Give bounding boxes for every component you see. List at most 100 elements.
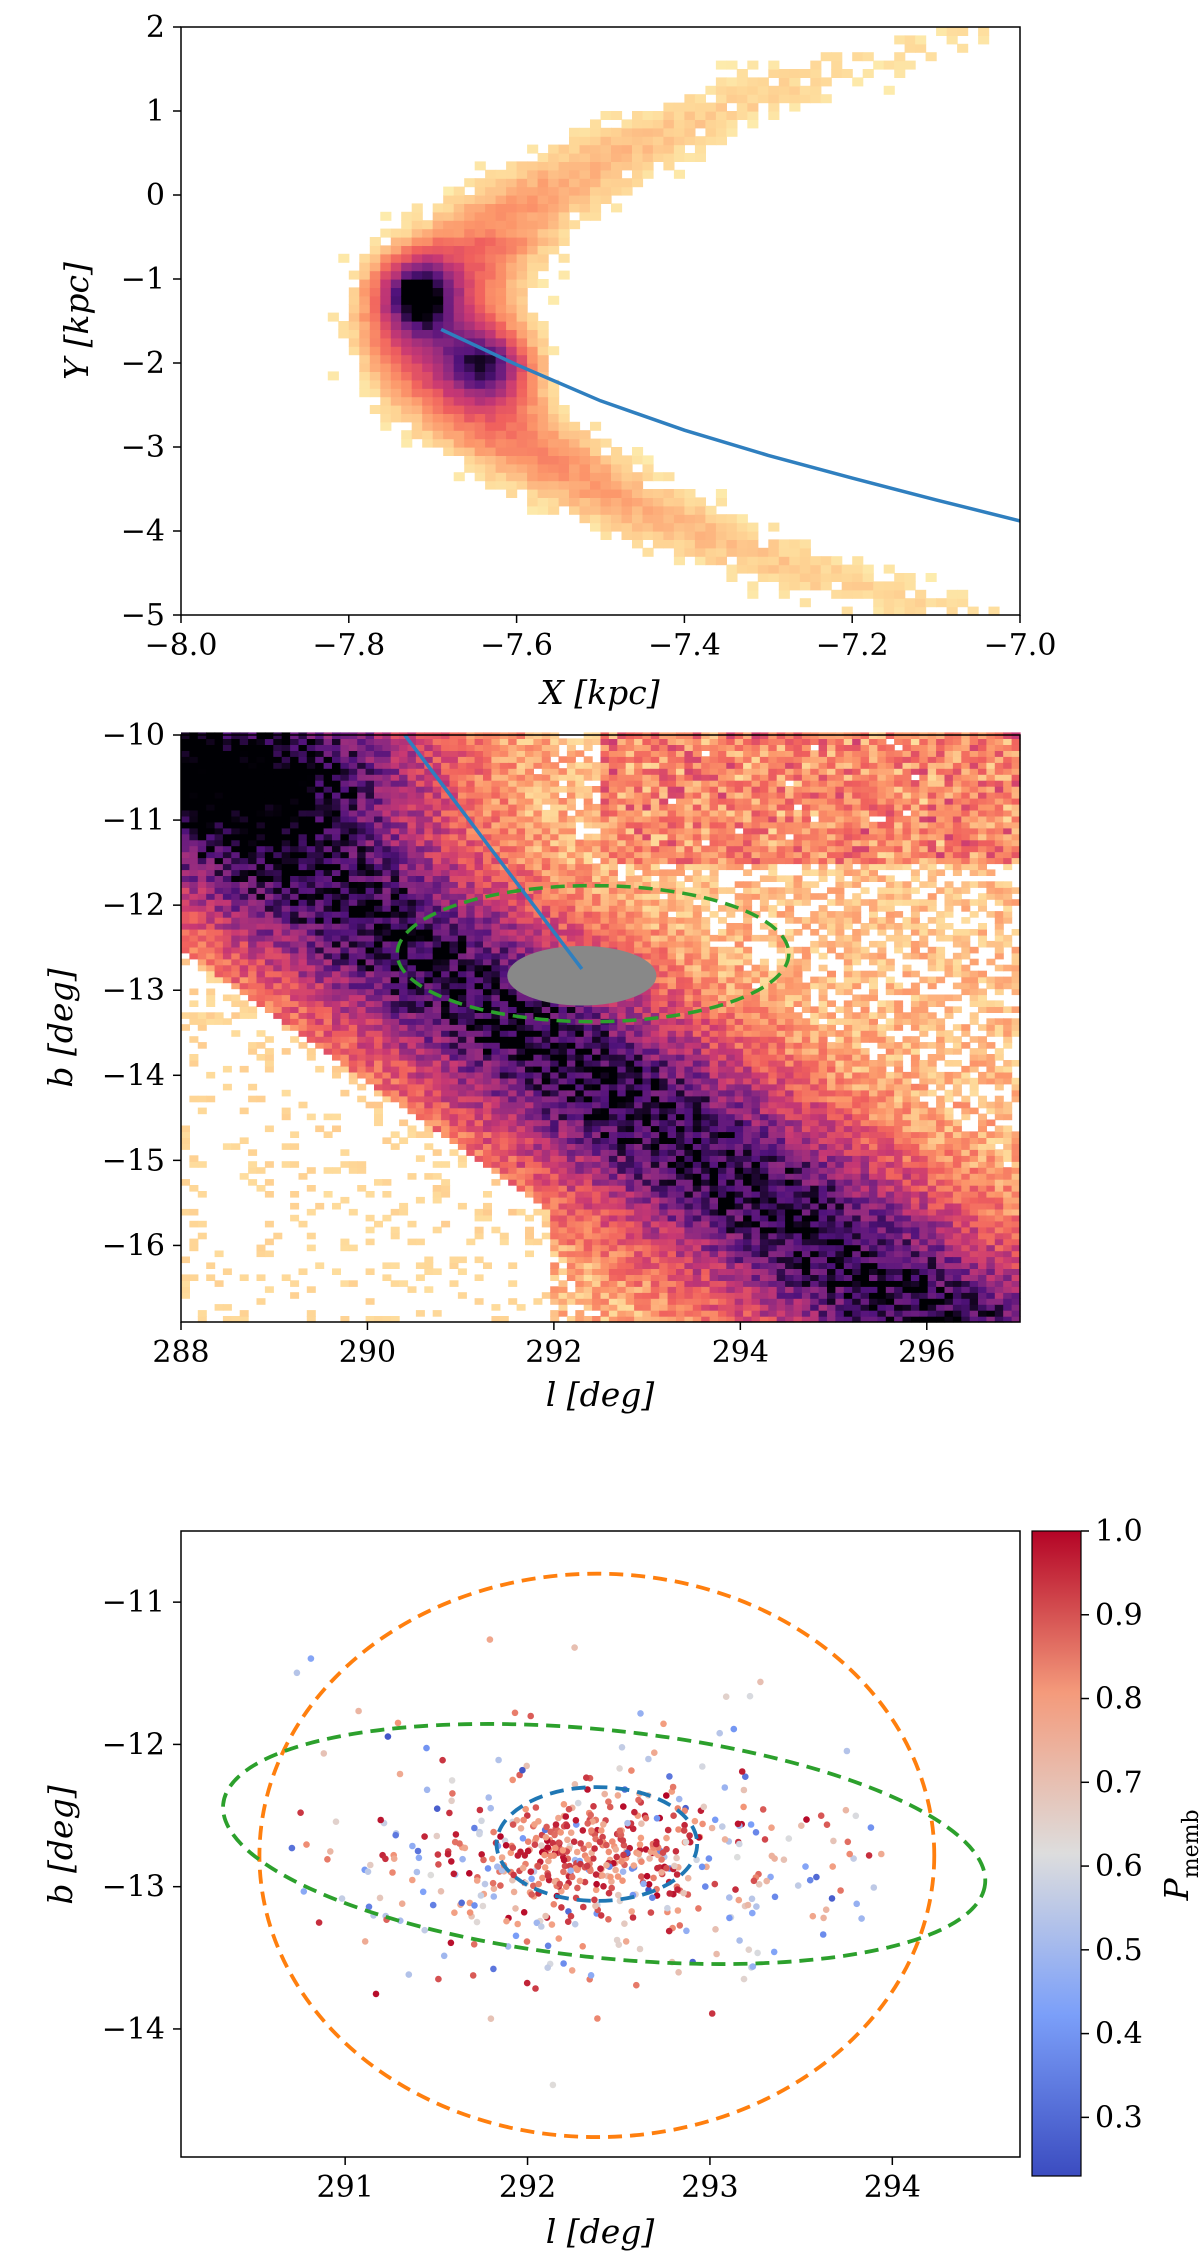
heatmap-cell (416, 1024, 425, 1031)
heatmap-cell (575, 864, 584, 871)
heatmap-cell (575, 1161, 584, 1168)
heatmap-cell (391, 750, 400, 757)
heatmap-cell (424, 1257, 433, 1264)
heatmap-cell (273, 983, 282, 990)
x-tick-label: −7.2 (816, 628, 889, 663)
heatmap-cell (357, 887, 366, 894)
heatmap-cell (617, 1215, 626, 1222)
heatmap-cell (422, 254, 433, 263)
heatmap-cell (609, 768, 618, 775)
heatmap-cell (349, 887, 358, 894)
heatmap-cell (299, 965, 308, 972)
heatmap-cell (357, 1167, 366, 1174)
heatmap-cell (716, 94, 727, 103)
heatmap-cell (450, 780, 459, 787)
heatmap-cell (458, 995, 467, 1002)
heatmap-cell (290, 1000, 299, 1007)
heatmap-cell (626, 893, 635, 900)
heatmap-cell (441, 923, 450, 930)
heatmap-cell (475, 413, 486, 422)
heatmap-cell (517, 397, 528, 406)
heatmap-cell (609, 1233, 618, 1240)
heatmap-cell (257, 893, 266, 900)
heatmap-cell (584, 1280, 593, 1287)
heatmap-cell (299, 995, 308, 1002)
heatmap-cell (181, 762, 190, 769)
heatmap-cell (768, 86, 779, 95)
heatmap-cell (726, 539, 737, 548)
heatmap-cell (525, 846, 534, 853)
heatmap-cell (491, 774, 500, 781)
heatmap-cell (779, 565, 790, 574)
heatmap-cell (408, 899, 417, 906)
heatmap-cell (441, 1126, 450, 1133)
heatmap-cell (485, 455, 496, 464)
heatmap-cell (198, 947, 207, 954)
heatmap-cell (248, 834, 257, 841)
heatmap-cell (626, 1006, 635, 1013)
heatmap-cell (592, 1078, 601, 1085)
heatmap-cell (399, 989, 408, 996)
heatmap-cell (223, 858, 232, 865)
heatmap-cell (508, 810, 517, 817)
heatmap-cell (626, 1072, 635, 1079)
heatmap-cell (550, 786, 559, 793)
heatmap-cell (441, 1114, 450, 1121)
heatmap-cell (517, 220, 528, 229)
heatmap-cell (273, 995, 282, 1002)
heatmap-cell (340, 929, 349, 936)
heatmap-cell (382, 786, 391, 793)
heatmap-cell (299, 804, 308, 811)
heatmap-cell (349, 846, 358, 853)
heatmap-cell (450, 989, 459, 996)
heatmap-cell (257, 1298, 266, 1305)
heatmap-cell (475, 792, 484, 799)
heatmap-cell (240, 798, 249, 805)
heatmap-cell (265, 762, 274, 769)
heatmap-cell (181, 1286, 190, 1293)
heatmap-cell (601, 1126, 610, 1133)
heatmap-cell (527, 397, 538, 406)
heatmap-cell (181, 846, 190, 853)
heatmap-cell (248, 983, 257, 990)
heatmap-cell (366, 1006, 375, 1013)
heatmap-cell (441, 953, 450, 960)
heatmap-cell (525, 756, 534, 763)
heatmap-cell (626, 935, 635, 942)
heatmap-cell (506, 464, 517, 473)
heatmap-cell (248, 935, 257, 942)
heatmap-cell (408, 1078, 417, 1085)
heatmap-cell (517, 195, 528, 204)
heatmap-cell (567, 1239, 576, 1246)
heatmap-cell (527, 422, 538, 431)
heatmap-cell (653, 497, 664, 506)
heatmap-cell (947, 598, 958, 607)
heatmap-cell (550, 1042, 559, 1049)
heatmap-cell (500, 786, 509, 793)
heatmap-cell (559, 481, 570, 490)
heatmap-cell (634, 1274, 643, 1281)
heatmap-cell (433, 852, 442, 859)
heatmap-cell (340, 852, 349, 859)
heatmap-cell (248, 905, 257, 912)
heatmap-cell (265, 858, 274, 865)
heatmap-cell (401, 313, 412, 322)
heatmap-cell (643, 128, 654, 137)
heatmap-cell (601, 497, 612, 506)
heatmap-cell (517, 935, 526, 942)
heatmap-cell (611, 506, 622, 515)
heatmap-cell (401, 355, 412, 364)
heatmap-cell (401, 220, 412, 229)
heatmap-cell (500, 899, 509, 906)
heatmap-cell (559, 1149, 568, 1156)
heatmap-cell (506, 203, 517, 212)
heatmap-cell (517, 1185, 526, 1192)
heatmap-cell (399, 834, 408, 841)
heatmap-cell (181, 744, 190, 751)
heatmap-cell (315, 864, 324, 871)
heatmap-cell (290, 774, 299, 781)
heatmap-cell (508, 738, 517, 745)
heatmap-cell (206, 1000, 215, 1007)
heatmap-cell (441, 762, 450, 769)
heatmap-cell (779, 539, 790, 548)
